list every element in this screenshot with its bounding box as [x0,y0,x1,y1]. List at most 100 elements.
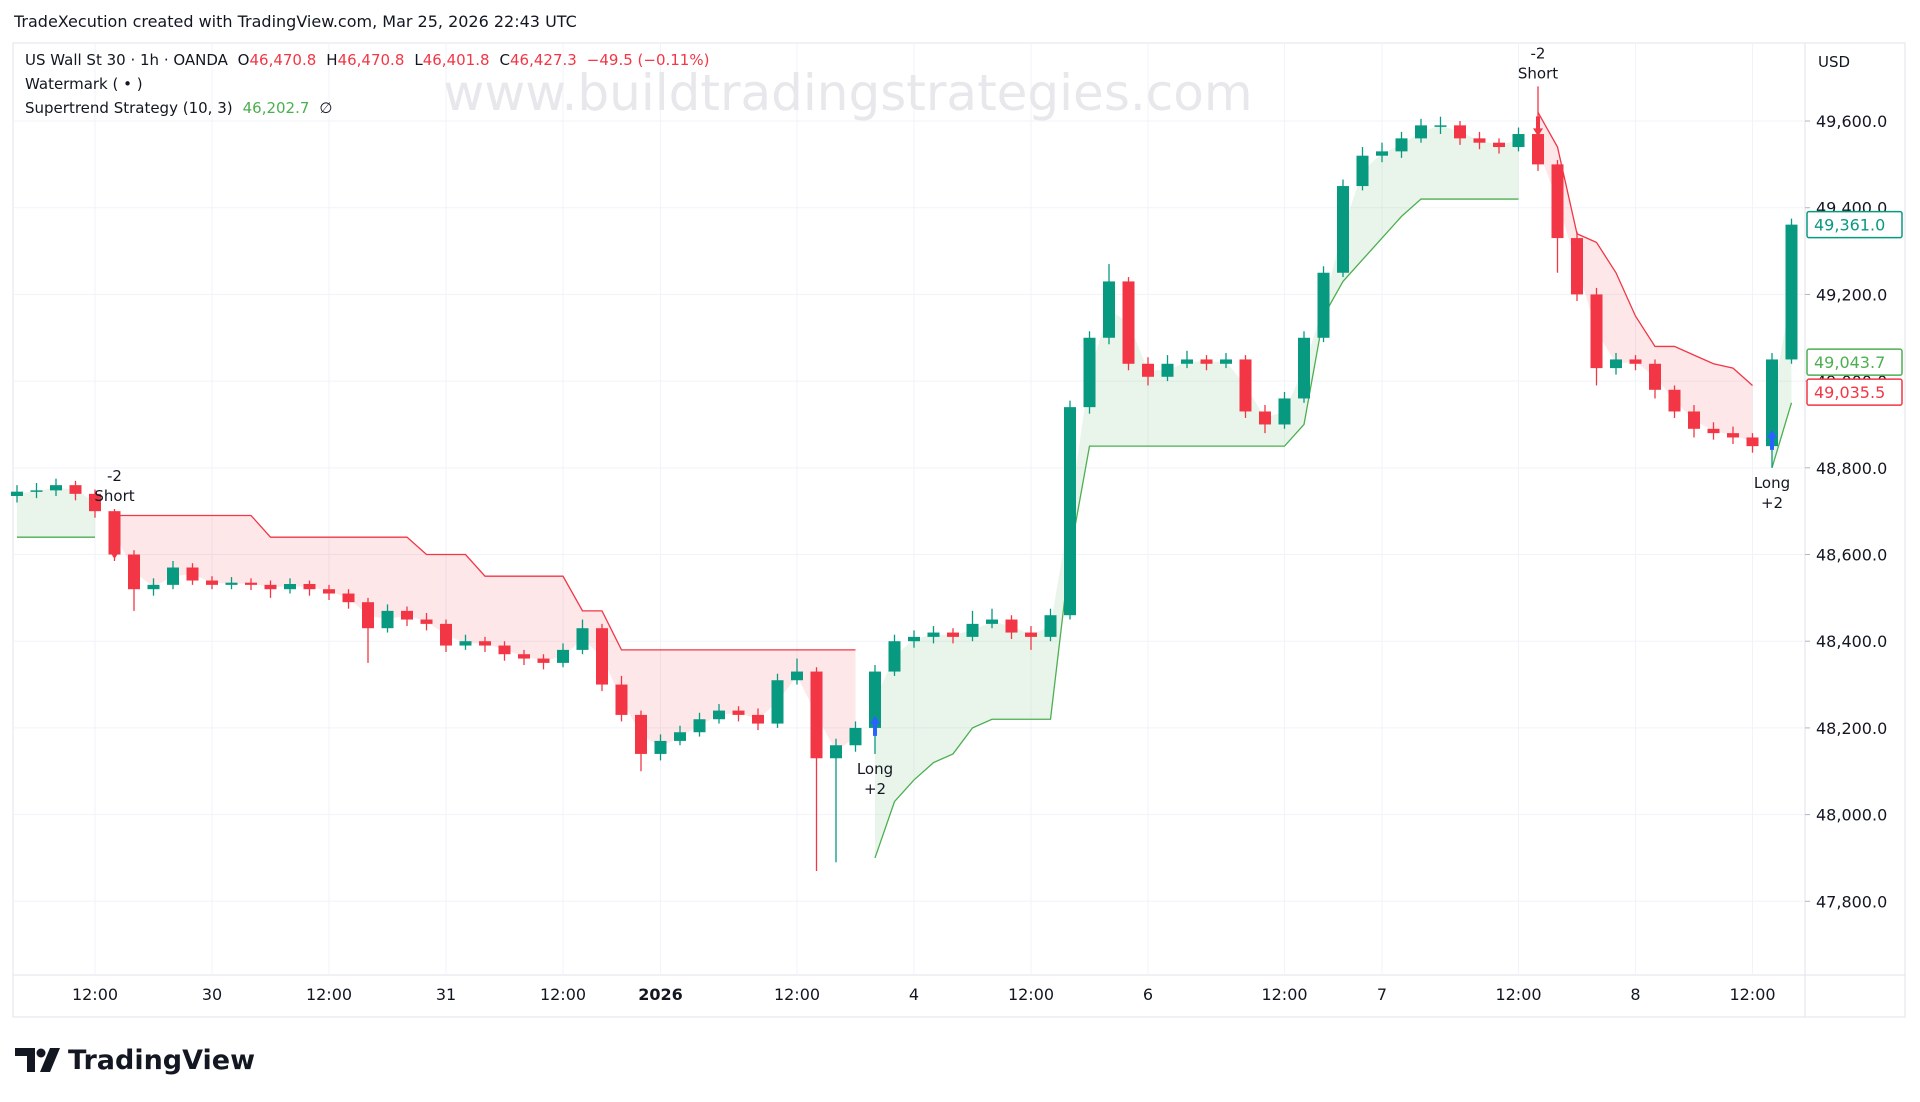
candle-body [518,654,530,659]
x-tick-label: 12:00 [774,985,820,1004]
candle-body [1590,294,1603,369]
candle-body [128,554,140,590]
signal-qty: -2 [107,467,122,485]
candle-body [576,628,589,650]
candle-body [947,632,959,637]
candle-body [732,710,745,715]
candle-body [1298,337,1310,399]
candle-body [771,680,784,724]
candle-body [674,732,686,741]
signal-qty: +2 [864,780,886,798]
trend-fill [114,515,856,752]
candle-body [1200,359,1213,364]
candle-body [1395,138,1408,152]
candle-body [89,493,101,512]
y-tick-label: 48,400.0 [1816,632,1887,651]
candle-body [1064,407,1076,616]
watermark: www.buildtradingstrategies.com [443,64,1252,122]
indicator-extra: ∅ [319,99,332,117]
candle-body [362,602,374,629]
candle-body [1668,389,1681,412]
candle-body [1551,164,1564,239]
signal-qty: -2 [1531,44,1546,62]
frame [12,42,1906,1018]
candle-body [888,641,901,672]
price-tag-label: 49,043.7 [1814,353,1885,372]
candle-body [1688,411,1700,429]
candle-body [323,589,335,594]
x-tick-label: 12:00 [1495,985,1541,1004]
candle-body [537,658,550,663]
candle-body [498,645,511,655]
candle-body [654,740,667,754]
x-tick-label: 12:00 [1008,985,1054,1004]
candle-body [11,491,23,496]
candle-body [264,584,277,590]
candle-body [596,628,608,685]
ohlc-key: O [238,51,250,69]
x-tick-label: 12:00 [540,985,586,1004]
indicator: Supertrend Strategy (10, 3) 46,202.7 ∅ [25,99,332,117]
candle-body [440,623,452,646]
signal-qty: +2 [1761,494,1783,512]
candle-body [713,710,725,720]
x-tick-label: 6 [1143,985,1153,1004]
candle-body [1434,125,1447,127]
signal-label: Long [857,760,893,778]
candle-body [1142,363,1154,377]
candle-body [1766,359,1778,447]
candle-body [693,719,706,733]
supertrend-line [114,112,1753,651]
indicator: Watermark ( • ) [25,75,143,93]
candle-body [225,582,238,585]
candle-body [186,567,199,581]
x-tick-label: 4 [909,985,919,1004]
indicator-name: Watermark ( • ) [25,75,143,93]
currency: USD [1818,53,1850,71]
candle-body [1649,363,1661,390]
candle-body [830,745,842,759]
x-tick-label: 31 [436,985,456,1004]
y-tick-label: 49,600.0 [1816,112,1887,131]
candle-body [342,593,355,603]
candle-body [459,641,472,646]
candle-body [108,511,121,555]
candle-body [1707,428,1720,434]
x-tick-label: 2026 [638,985,683,1004]
y-tick-label: 48,200.0 [1816,719,1887,738]
candle-body [1454,125,1466,139]
indicator-name: Supertrend Strategy (10, 3) [25,99,233,117]
brand: TradingView [68,1045,255,1076]
candle-body [1746,437,1759,447]
candle-body [1103,281,1115,338]
candle-body [791,671,803,681]
candle-body [966,623,979,637]
x-tick-label: 7 [1377,985,1387,1004]
price-tag-label: 49,361.0 [1814,216,1885,235]
candle-body [1727,433,1739,438]
candle-body [1473,138,1486,143]
candle-body [69,485,82,494]
candle-body [420,619,433,624]
candle-body [1337,186,1349,273]
grid [13,43,1810,975]
y-tick-label: 49,200.0 [1816,285,1887,304]
candle-body [401,610,413,620]
supertrend-line [17,198,1793,859]
price-tag [1806,378,1903,406]
candle-body [1181,359,1193,364]
candle-body [1493,142,1505,148]
candle-body [1161,363,1174,377]
candle-body [206,580,218,585]
candle-body [381,610,394,629]
trend-fill [1538,112,1753,442]
candle-body [1259,411,1271,425]
price-tag-label: 49,035.5 [1814,383,1885,402]
candle-body [284,583,296,590]
change: −49.5 (−0.11%) [587,51,710,69]
candle-body [1629,359,1642,364]
signal-arrow [1533,116,1543,137]
candle-body [1044,615,1057,637]
